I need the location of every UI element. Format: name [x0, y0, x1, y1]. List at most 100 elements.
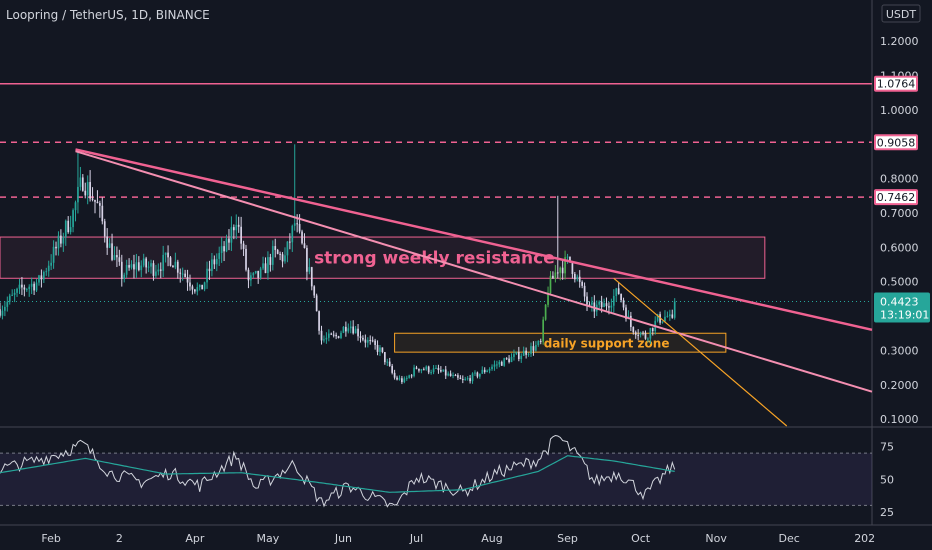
candle-body: [432, 368, 435, 373]
candle-body: [281, 254, 284, 262]
candle-body: [230, 227, 233, 243]
candle-body: [40, 275, 43, 280]
candle-body: [101, 205, 104, 222]
trendline-3: [613, 277, 788, 427]
candle-body: [13, 292, 16, 295]
candle-body: [573, 273, 576, 280]
candle-body: [661, 321, 664, 323]
candle-body: [444, 369, 447, 376]
candle-body: [612, 295, 615, 306]
candle-body: [84, 190, 87, 196]
candle-body: [45, 271, 48, 273]
candle-body: [647, 338, 649, 340]
candle-body: [315, 295, 318, 312]
candle-body: [554, 272, 557, 279]
candle-body: [449, 373, 452, 376]
candle-body: [181, 273, 184, 275]
candle-body: [106, 236, 109, 248]
candle-body: [162, 254, 165, 271]
candle-body: [610, 305, 613, 308]
candle-body: [254, 270, 257, 274]
candle-body: [323, 339, 325, 341]
candle-body: [184, 273, 186, 277]
candle-body: [111, 243, 113, 260]
candle-body: [430, 372, 432, 374]
candle-body: [232, 227, 235, 231]
candle-body: [634, 332, 637, 335]
time-tick-label: Jul: [409, 532, 423, 545]
time-tick-label: Feb: [41, 532, 60, 545]
candle-body: [398, 378, 401, 380]
candle-body: [481, 369, 484, 374]
candle-body: [525, 350, 527, 355]
level-price-label: 0.9058: [877, 136, 916, 149]
candle-body: [81, 177, 84, 191]
candle-body: [622, 300, 625, 308]
horizontal-levels: [0, 82, 872, 303]
candle-body: [55, 246, 57, 249]
candle-body: [116, 255, 118, 258]
level-price-tag-inner: [876, 77, 916, 90]
candle-body: [198, 284, 201, 288]
candle-body: [547, 293, 549, 305]
candle-body: [206, 268, 208, 283]
candle-body: [388, 361, 391, 366]
candle-body: [330, 333, 333, 335]
candle-body: [189, 282, 191, 287]
candle-body: [366, 340, 369, 343]
candle-body: [337, 336, 340, 338]
candle-body: [237, 224, 240, 227]
candle-body: [298, 223, 301, 232]
candle-body: [522, 350, 525, 356]
candle-body: [561, 267, 564, 274]
rsi-line: [0, 434, 676, 508]
candle-body: [208, 268, 211, 272]
candle-body: [644, 332, 647, 339]
candle-body: [247, 269, 250, 281]
candle-body: [301, 231, 303, 244]
candle-body: [274, 246, 277, 250]
candle-body: [425, 366, 428, 370]
candle-body: [72, 210, 74, 228]
candle-body: [150, 263, 152, 267]
candle-body: [515, 351, 518, 355]
price-tick-label: 0.3000: [880, 344, 919, 357]
level-price-label: 0.7462: [877, 191, 916, 204]
candle-body: [393, 372, 396, 378]
time-tick-label: Nov: [705, 532, 727, 545]
candle-body: [47, 265, 50, 272]
candle-body: [308, 267, 311, 272]
chart-title: Loopring / TetherUS, 1D, BINANCE: [6, 8, 210, 22]
price-tick-label: 1.0000: [880, 104, 919, 117]
candle-body: [408, 375, 411, 378]
candle-body: [576, 276, 579, 280]
candle-body: [332, 334, 335, 336]
trendline-1: [75, 148, 873, 332]
candle-body: [152, 263, 155, 276]
time-tick-label: May: [257, 532, 280, 545]
candle-body: [0, 309, 1, 316]
candle-body: [135, 262, 138, 270]
candle-body: [359, 336, 362, 338]
candle-body: [57, 235, 60, 249]
candle-body: [615, 288, 618, 296]
candle-body: [383, 352, 386, 363]
candle-body: [176, 261, 179, 273]
candle-body: [42, 272, 45, 280]
candle-body: [21, 284, 23, 288]
candle-body: [125, 265, 128, 275]
candle-body: [401, 378, 403, 383]
candle-body: [250, 275, 252, 281]
candle-body: [23, 287, 26, 290]
candle-body: [118, 257, 121, 262]
countdown-label: 13:19:01: [880, 309, 929, 322]
candle-body: [349, 326, 352, 329]
candle-body: [342, 326, 345, 333]
candle-body: [291, 225, 294, 243]
candle-body: [486, 370, 489, 373]
candle-body: [471, 373, 474, 382]
candle-body: [381, 347, 384, 353]
candle-body: [91, 198, 94, 200]
candle-body: [418, 368, 420, 371]
